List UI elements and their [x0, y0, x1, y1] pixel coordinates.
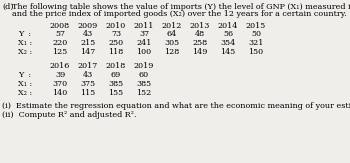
Text: The following table shows the value of imports (Y) the level of GNP (X₁) measure: The following table shows the value of i… — [12, 3, 350, 11]
Text: X₂ :: X₂ : — [18, 48, 32, 56]
Text: 2019: 2019 — [134, 62, 154, 70]
Text: (ii)  Compute R² and adjusted R².: (ii) Compute R² and adjusted R². — [2, 111, 136, 119]
Text: 305: 305 — [164, 39, 180, 47]
Text: 2015: 2015 — [246, 22, 266, 30]
Text: (d): (d) — [2, 3, 14, 11]
Text: 354: 354 — [220, 39, 236, 47]
Text: 128: 128 — [164, 48, 180, 56]
Text: 2018: 2018 — [106, 62, 126, 70]
Text: 258: 258 — [193, 39, 208, 47]
Text: 100: 100 — [136, 48, 152, 56]
Text: 149: 149 — [192, 48, 208, 56]
Text: Y  :: Y : — [18, 71, 31, 79]
Text: 2016: 2016 — [50, 62, 70, 70]
Text: 2013: 2013 — [190, 22, 210, 30]
Text: 370: 370 — [52, 80, 68, 88]
Text: 56: 56 — [223, 30, 233, 38]
Text: 220: 220 — [52, 39, 68, 47]
Text: 241: 241 — [136, 39, 152, 47]
Text: 375: 375 — [80, 80, 96, 88]
Text: 60: 60 — [139, 71, 149, 79]
Text: 152: 152 — [136, 89, 152, 97]
Text: 2011: 2011 — [134, 22, 154, 30]
Text: 2012: 2012 — [162, 22, 182, 30]
Text: 2009: 2009 — [78, 22, 98, 30]
Text: 150: 150 — [248, 48, 264, 56]
Text: and the price index of imported goods (X₂) over the 12 years for a certain count: and the price index of imported goods (X… — [12, 10, 347, 18]
Text: 215: 215 — [80, 39, 96, 47]
Text: 147: 147 — [80, 48, 96, 56]
Text: 2008: 2008 — [50, 22, 70, 30]
Text: 115: 115 — [80, 89, 96, 97]
Text: 250: 250 — [108, 39, 124, 47]
Text: 118: 118 — [108, 48, 124, 56]
Text: 37: 37 — [139, 30, 149, 38]
Text: 155: 155 — [108, 89, 124, 97]
Text: 43: 43 — [83, 30, 93, 38]
Text: 2010: 2010 — [106, 22, 126, 30]
Text: 385: 385 — [108, 80, 124, 88]
Text: (i)  Estimate the regression equation and what are the economic meaning of your : (i) Estimate the regression equation and… — [2, 102, 350, 110]
Text: Y  :: Y : — [18, 30, 31, 38]
Text: 64: 64 — [167, 30, 177, 38]
Text: 43: 43 — [83, 71, 93, 79]
Text: 39: 39 — [55, 71, 65, 79]
Text: X₂ :: X₂ : — [18, 89, 32, 97]
Text: 2017: 2017 — [78, 62, 98, 70]
Text: 321: 321 — [248, 39, 264, 47]
Text: 48: 48 — [195, 30, 205, 38]
Text: 2014: 2014 — [218, 22, 238, 30]
Text: 145: 145 — [220, 48, 236, 56]
Text: 73: 73 — [111, 30, 121, 38]
Text: X₁ :: X₁ : — [18, 80, 32, 88]
Text: 385: 385 — [136, 80, 152, 88]
Text: X₁ :: X₁ : — [18, 39, 32, 47]
Text: 69: 69 — [111, 71, 121, 79]
Text: 50: 50 — [251, 30, 261, 38]
Text: 57: 57 — [55, 30, 65, 38]
Text: 140: 140 — [52, 89, 68, 97]
Text: 125: 125 — [52, 48, 68, 56]
